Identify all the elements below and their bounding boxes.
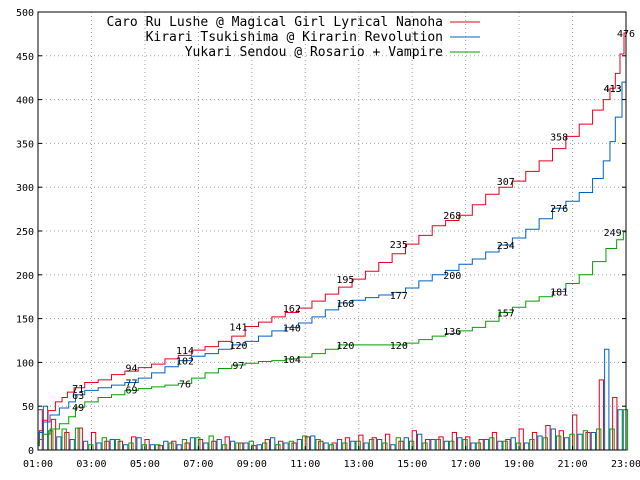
x-tick-label: 19:00 — [504, 459, 534, 470]
data-label-series-3: 120 — [390, 341, 408, 352]
data-label-series-2: 77 — [126, 379, 138, 390]
data-label-series-2: 177 — [390, 291, 408, 302]
data-labels: 7194114141162195235268307358413476637710… — [72, 29, 635, 414]
data-label-series-3: 76 — [179, 379, 191, 390]
data-label-series-3: 181 — [550, 287, 568, 298]
x-tick-label: 07:00 — [183, 459, 213, 470]
data-label-series-1: 71 — [72, 384, 84, 395]
line-series-1 — [38, 32, 626, 447]
data-label-series-1: 307 — [497, 177, 515, 188]
data-label-series-1: 114 — [176, 346, 194, 357]
data-label-series-3: 249 — [604, 228, 622, 239]
legend-label: Yukari Sendou @ Rosario + Vampire — [185, 45, 443, 60]
x-tick-label: 01:00 — [23, 459, 53, 470]
x-tick-label: 15:00 — [397, 459, 427, 470]
data-label-series-2: 200 — [443, 271, 461, 282]
data-label-series-3: 120 — [336, 341, 354, 352]
data-label-series-2: 63 — [72, 391, 84, 402]
y-tick-label: 450 — [16, 52, 34, 63]
x-tick-label: 21:00 — [557, 459, 587, 470]
data-label-series-2: 120 — [229, 341, 247, 352]
data-label-series-3: 157 — [497, 308, 515, 319]
line-series-3 — [38, 231, 626, 447]
y-tick-label: 0 — [28, 446, 34, 457]
data-label-series-1: 141 — [229, 322, 247, 333]
y-tick-label: 400 — [16, 96, 34, 107]
data-label-series-2: 413 — [604, 84, 622, 95]
y-tick-label: 350 — [16, 139, 34, 150]
data-label-series-2: 234 — [497, 241, 515, 252]
x-tick-label: 17:00 — [451, 459, 481, 470]
series-lines — [38, 32, 626, 447]
data-label-series-3: 69 — [126, 386, 138, 397]
y-axis-ticks: 0 50 100 150 200 250 300 350 400 450 500 — [16, 8, 626, 457]
data-label-series-3: 136 — [443, 327, 461, 338]
legend-label: Caro Ru Lushe @ Magical Girl Lyrical Nan… — [106, 15, 443, 30]
data-label-series-2: 102 — [176, 357, 194, 368]
data-label-series-1: 195 — [336, 275, 354, 286]
x-axis-ticks: 01:00 03:00 05:00 07:00 09:00 11:00 13:00 15:00… — [23, 446, 640, 470]
y-tick-label: 200 — [16, 271, 34, 282]
data-label-series-3: 49 — [72, 403, 84, 414]
y-tick-label: 250 — [16, 227, 34, 238]
data-label-series-3: 97 — [232, 361, 244, 372]
legend-label: Kirari Tsukishima @ Kirarin Revolution — [146, 30, 443, 45]
data-label-series-1: 94 — [126, 364, 138, 375]
y-tick-label: 50 — [22, 402, 34, 413]
y-tick-label: 300 — [16, 183, 34, 194]
x-tick-label: 13:00 — [344, 459, 374, 470]
data-label-series-1: 413 — [604, 84, 622, 95]
data-label-series-1: 235 — [390, 240, 408, 251]
x-tick-label: 23:00 — [611, 459, 640, 470]
x-tick-label: 03:00 — [76, 459, 106, 470]
data-label-series-1: 162 — [283, 304, 301, 315]
y-tick-label: 150 — [16, 315, 34, 326]
x-tick-label: 11:00 — [290, 459, 320, 470]
data-label-series-3: 104 — [283, 355, 301, 366]
data-label-series-1: 358 — [550, 132, 568, 143]
line-series-2 — [38, 81, 626, 444]
y-tick-label: 100 — [16, 358, 34, 369]
data-label-series-2: 140 — [283, 323, 301, 334]
data-label-series-1: 268 — [443, 211, 461, 222]
x-tick-label: 05:00 — [130, 459, 160, 470]
x-tick-label: 09:00 — [237, 459, 267, 470]
legend: Caro Ru Lushe @ Magical Girl Lyrical Nan… — [106, 15, 480, 60]
y-tick-label: 500 — [16, 8, 34, 19]
data-label-series-2: 276 — [550, 204, 568, 215]
data-label-series-2: 168 — [336, 299, 354, 310]
